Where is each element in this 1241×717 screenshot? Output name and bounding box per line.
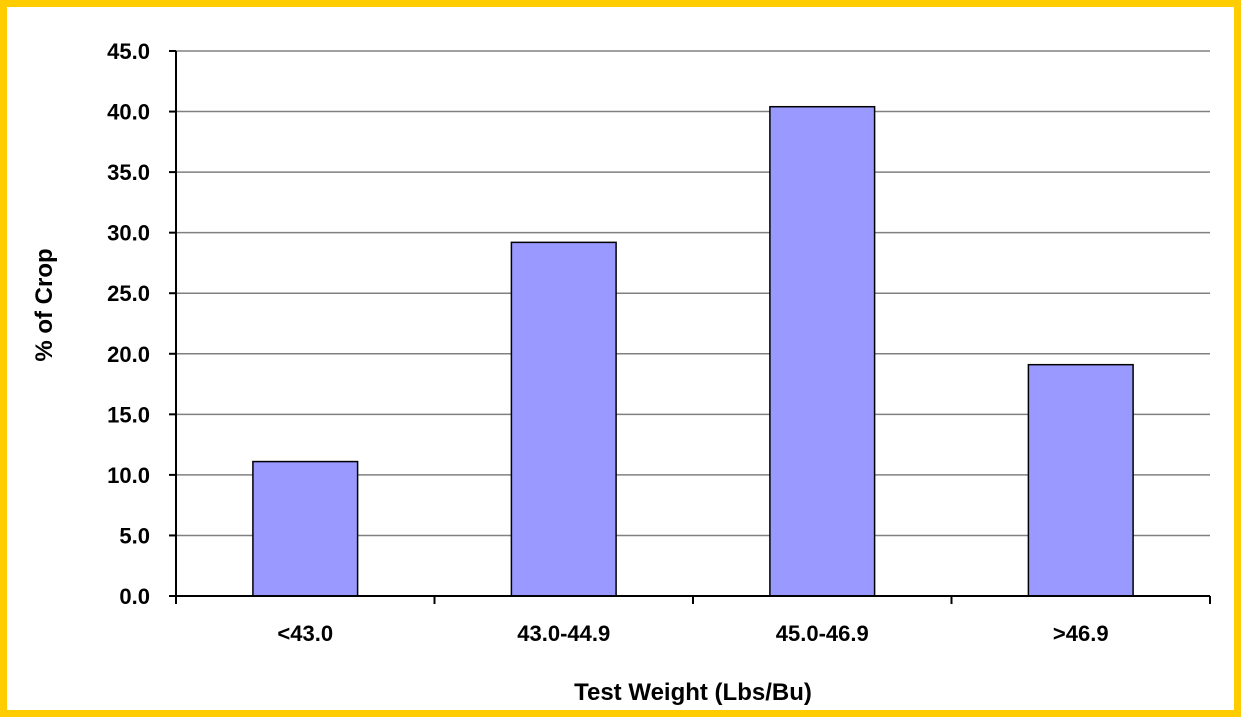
tick-labels: 0.0 5.0 10.0 15.0 20.0 25.0 30.0 35.0 40.0 45.0 <4…: [107, 39, 1108, 646]
y-axis-title: % of Crop: [31, 248, 58, 361]
axes: [169, 50, 1211, 604]
x-tick-label: <43.0: [277, 621, 333, 646]
bar: [510, 241, 617, 597]
y-tick-label: 20.0: [107, 342, 150, 367]
x-tick-label: >46.9: [1053, 621, 1109, 646]
x-axis-title: Test Weight (Lbs/Bu): [574, 679, 812, 706]
x-tick-label: 45.0-46.9: [776, 621, 869, 646]
bar: [252, 460, 359, 597]
y-tick-label: 5.0: [119, 523, 150, 548]
bar: [769, 105, 876, 597]
bar: [1027, 363, 1134, 597]
x-tick-label: 43.0-44.9: [517, 621, 610, 646]
y-tick-label: 10.0: [107, 463, 150, 488]
y-tick-label: 45.0: [107, 39, 150, 64]
y-tick-label: 25.0: [107, 281, 150, 306]
y-tick-label: 0.0: [119, 584, 150, 609]
bars: [252, 105, 1134, 597]
y-tick-label: 30.0: [107, 221, 150, 246]
y-tick-label: 40.0: [107, 100, 150, 125]
y-tick-label: 15.0: [107, 402, 150, 427]
y-tick-label: 35.0: [107, 160, 150, 185]
